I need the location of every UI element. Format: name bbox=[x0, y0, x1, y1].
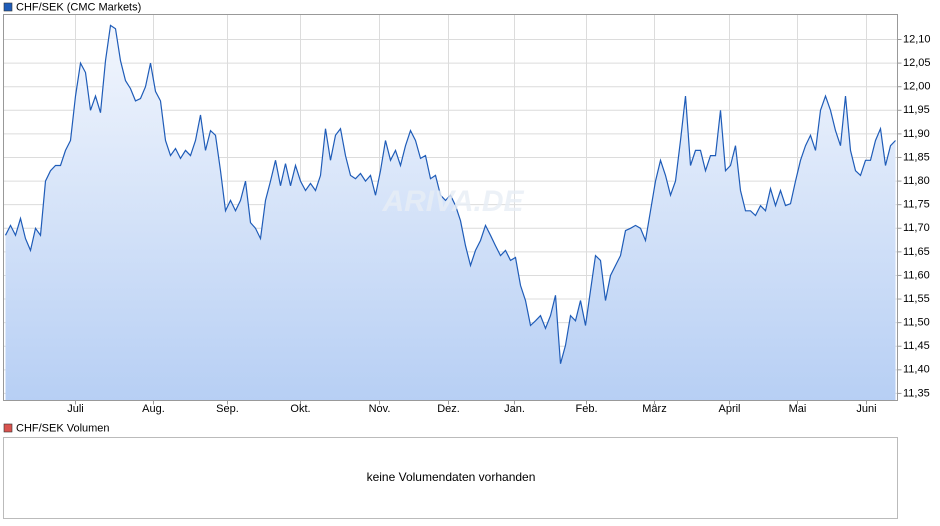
watermark: ARIVA.DE bbox=[381, 185, 524, 218]
plot-frame bbox=[3, 14, 898, 401]
volume-legend-swatch bbox=[3, 423, 13, 433]
x-tick-label: Okt. bbox=[290, 403, 310, 415]
y-tick-label: 11,70 bbox=[903, 222, 930, 234]
y-tick-label: 11,75 bbox=[903, 199, 930, 211]
price-area bbox=[5, 25, 896, 401]
legend-label: CHF/SEK (CMC Markets) bbox=[16, 1, 141, 13]
x-tick-label: Jan. bbox=[504, 403, 525, 415]
y-tick-label: 12,10 bbox=[903, 33, 931, 45]
y-tick-label: 11,50 bbox=[903, 317, 930, 329]
y-tick-label: 12,05 bbox=[903, 57, 931, 69]
x-tick-label: Dez. bbox=[437, 403, 460, 415]
y-tick-label: 11,60 bbox=[903, 269, 930, 281]
y-tick-label: 11,65 bbox=[903, 246, 930, 258]
y-tick-label: 11,80 bbox=[903, 175, 930, 187]
volume-message: keine Volumendaten vorhanden bbox=[367, 470, 536, 484]
x-tick-label: Juli bbox=[67, 403, 84, 415]
x-tick-label: Mai bbox=[789, 403, 807, 415]
x-tick-label: Nov. bbox=[369, 403, 391, 415]
x-tick-label: März bbox=[642, 403, 666, 415]
y-tick-label: 12,00 bbox=[903, 81, 931, 93]
x-tick-label: Juni bbox=[856, 403, 876, 415]
x-tick-label: April bbox=[718, 403, 740, 415]
y-tick-label: 11,35 bbox=[903, 387, 930, 399]
x-tick-label: Aug. bbox=[142, 403, 165, 415]
x-tick-label: Sep. bbox=[216, 403, 239, 415]
volume-title: CHF/SEK Volumen bbox=[16, 422, 110, 434]
y-tick-label: 11,40 bbox=[903, 364, 930, 376]
price-line bbox=[4, 24, 896, 364]
x-tick-label: Feb. bbox=[575, 403, 597, 415]
y-tick-label: 11,90 bbox=[903, 128, 930, 140]
y-tick-label: 11,45 bbox=[903, 340, 930, 352]
y-tick-label: 11,85 bbox=[903, 151, 930, 163]
volume-frame bbox=[3, 437, 898, 519]
y-tick-label: 11,55 bbox=[903, 293, 930, 305]
y-tick-label: 11,95 bbox=[903, 104, 930, 116]
legend-swatch bbox=[3, 2, 13, 12]
